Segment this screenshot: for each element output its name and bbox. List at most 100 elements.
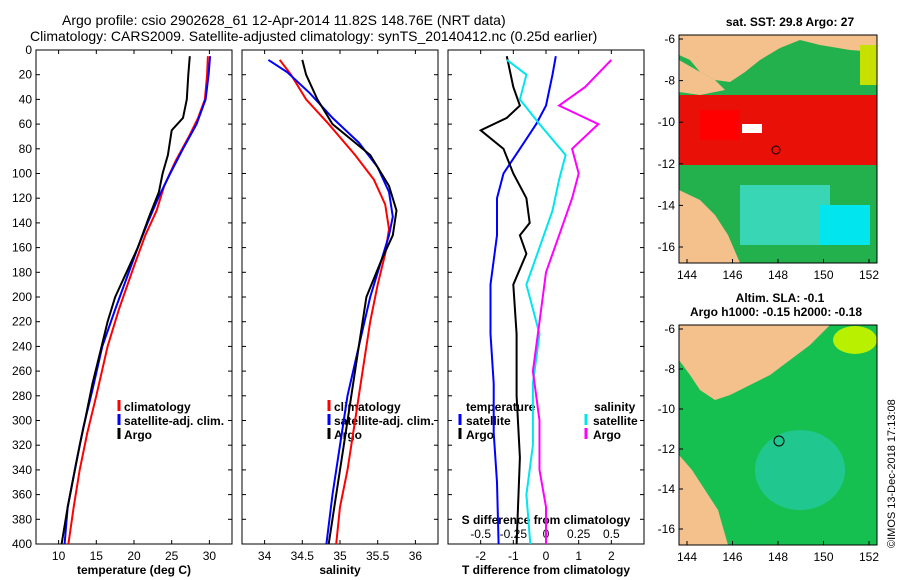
- difference-xtick-label: 2: [608, 549, 615, 563]
- salinity-series-argo: [301, 59, 398, 544]
- sst-map-lat-label: -16: [658, 240, 676, 254]
- salinity-xtick-label: 35.5: [366, 549, 390, 563]
- depth-tick-label: 320: [12, 438, 32, 452]
- legend-label-argo: Argo: [124, 428, 152, 442]
- sst-map-lon-label: 152: [859, 268, 879, 282]
- sst-map-title: sat. SST: 29.8 Argo: 27: [726, 15, 855, 29]
- salinity-series-climatology: [278, 59, 391, 544]
- depth-tick-label: 20: [19, 68, 33, 82]
- legend-title-salinity: salinity: [594, 400, 636, 414]
- salinity-legend: climatology satellite-adj. clim. Argo: [327, 400, 434, 442]
- depth-tick-label: 0: [25, 43, 32, 57]
- depth-tick-label: 240: [12, 339, 32, 353]
- s-difference-tick-label: -0.5: [470, 527, 491, 541]
- s-difference-tick-label: 0.25: [567, 527, 591, 541]
- sst-map-lat-label: -10: [658, 115, 676, 129]
- difference-xtick-label: 0: [543, 549, 550, 563]
- difference-series-salinity-argo: [531, 59, 613, 544]
- sla-map-lon-label: 150: [813, 550, 833, 564]
- salinity-xtick-label: 34.5: [291, 549, 315, 563]
- sst-map-land-west: [679, 190, 740, 263]
- sla-map-lon-label: 144: [677, 550, 697, 564]
- depth-tick-label: 200: [12, 290, 32, 304]
- salinity-xtick-label: 35: [333, 549, 347, 563]
- sst-map-cold-patch: [820, 205, 870, 245]
- depth-tick-label: 140: [12, 216, 32, 230]
- depth-tick-label: 360: [12, 488, 32, 502]
- depth-tick-label: 60: [19, 117, 33, 131]
- sst-map: [678, 34, 878, 264]
- depth-tick-label: 160: [12, 241, 32, 255]
- sst-map-lat-label: -14: [658, 198, 676, 212]
- temperature-series-argo: [60, 56, 191, 544]
- legend-title-temperature: temperature: [466, 400, 536, 414]
- s-difference-tick-label: -0.25: [500, 527, 528, 541]
- imos-credit: ©IMOS 13-Dec-2018 17:13:08: [886, 399, 898, 548]
- depth-tick-label: 180: [12, 265, 32, 279]
- dynamic-marks: 0204060801001201401601802002202402602803…: [12, 32, 879, 564]
- legend-label-climatology: climatology: [124, 400, 191, 414]
- salinity-xtick-label: 34: [258, 549, 272, 563]
- difference-series-temperature-satellite: [489, 56, 557, 544]
- temperature-series-satellite-adj-clim-: [63, 56, 212, 544]
- temperature-xtick-label: 30: [203, 549, 217, 563]
- depth-tick-label: 300: [12, 414, 32, 428]
- legend-label-s-argo: Argo: [593, 428, 621, 442]
- depth-tick-label: 40: [19, 92, 33, 106]
- sst-map-land-northwest: [679, 60, 725, 95]
- sst-map-lon-label: 150: [813, 268, 833, 282]
- sla-map-title-line2: Argo h1000: -0.15 h2000: -0.18: [690, 305, 862, 319]
- difference-xtick-label: -2: [475, 549, 486, 563]
- sla-map-lat-label: -14: [658, 482, 676, 496]
- depth-tick-label: 260: [12, 364, 32, 378]
- legend-label-satellite: satellite-adj. clim.: [334, 414, 434, 428]
- sst-map-lat-label: -12: [658, 157, 676, 171]
- sla-map-lon-label: 152: [859, 550, 879, 564]
- depth-tick-label: 340: [12, 463, 32, 477]
- temperature-series-climatology: [67, 56, 209, 544]
- difference-xtick-label: -1: [508, 549, 519, 563]
- temperature-panel-frame: [35, 49, 233, 545]
- difference-series-temperature-argo: [478, 55, 531, 544]
- depth-tick-label: 280: [12, 389, 32, 403]
- sla-map-land-north: [679, 325, 830, 400]
- sla-map-lat-label: -10: [658, 402, 676, 416]
- sla-map-lat-label: -12: [658, 442, 676, 456]
- sla-map-lon-label: 146: [722, 550, 742, 564]
- sla-map-land-west: [679, 455, 728, 545]
- temperature-xtick-label: 15: [90, 549, 104, 563]
- sst-map-lat-label: -8: [664, 74, 675, 88]
- s-difference-tick-label: 0.5: [603, 527, 620, 541]
- temperature-xtick-label: 25: [165, 549, 179, 563]
- sst-map-cloud: [742, 124, 762, 133]
- difference-xlabel: T difference from climatology: [462, 563, 630, 577]
- salinity-xlabel: salinity: [319, 563, 361, 577]
- legend-label-t-argo: Argo: [466, 428, 494, 442]
- sla-argo-location-marker: [773, 435, 785, 447]
- sst-map-yellow-patch: [860, 45, 877, 85]
- depth-tick-label: 380: [12, 512, 32, 526]
- temperature-xlabel: temperature (deg C): [77, 563, 191, 577]
- sst-map-land-north: [679, 35, 877, 82]
- figure-title-line2: Climatology: CARS2009. Satellite-adjuste…: [30, 28, 598, 44]
- temperature-legend: climatology satellite-adj. clim. Argo: [117, 400, 224, 442]
- sst-map-lon-label: 148: [768, 268, 788, 282]
- sla-map-lat-label: -8: [664, 362, 675, 376]
- sst-map-lon-label: 146: [722, 268, 742, 282]
- difference-panel-frame: [447, 49, 645, 545]
- legend-label-argo: Argo: [334, 428, 362, 442]
- depth-tick-label: 80: [19, 142, 33, 156]
- figure-title-line1: Argo profile: csio 2902628_61 12-Apr-201…: [62, 12, 506, 28]
- sla-map: [678, 324, 878, 546]
- sla-map-high-patch: [833, 326, 877, 354]
- salinity-xtick-label: 36: [409, 549, 423, 563]
- sla-map-title-line1: Altim. SLA: -0.1: [736, 291, 825, 305]
- sla-map-lon-label: 148: [768, 550, 788, 564]
- sla-map-lat-label: -6: [664, 322, 675, 336]
- temperature-xtick-label: 10: [52, 549, 66, 563]
- sla-map-low-patch: [755, 430, 845, 510]
- difference-legend: temperature satellite Argo salinity sate…: [458, 400, 638, 442]
- legend-label-t-satellite: satellite: [466, 414, 511, 428]
- sla-map-lat-label: -16: [658, 522, 676, 536]
